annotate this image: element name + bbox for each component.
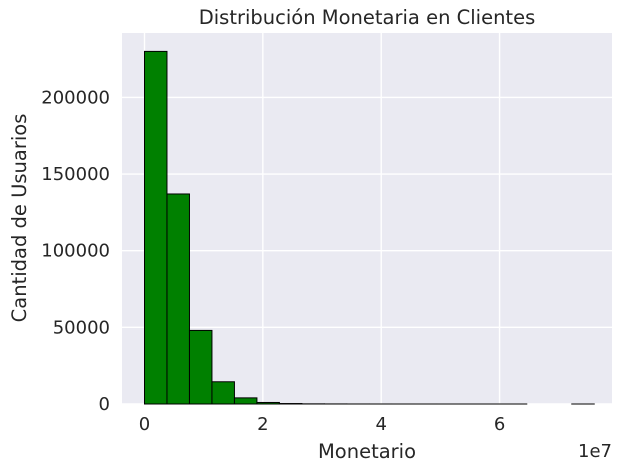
y-tick-label: 100000 (41, 241, 110, 262)
x-offset-label: 1e7 (578, 441, 612, 462)
x-tick-label: 4 (375, 414, 386, 435)
y-axis-label: Cantidad de Usuarios (8, 114, 31, 323)
x-tick-label: 0 (139, 414, 150, 435)
y-tick-label: 200000 (41, 87, 110, 108)
y-tick-label: 50000 (53, 317, 110, 338)
histogram-bar (189, 330, 211, 404)
x-axis-label: Monetario (318, 440, 416, 463)
chart-title: Distribución Monetaria en Clientes (199, 6, 536, 29)
histogram-bar (234, 398, 256, 404)
x-tick-labels: 0 2 4 6 (139, 414, 506, 435)
x-tick-label: 6 (494, 414, 505, 435)
y-tick-labels: 0 50000 100000 150000 200000 (41, 87, 110, 415)
x-tick-label: 2 (257, 414, 268, 435)
histogram-bar (144, 51, 166, 404)
histogram-bar (167, 194, 189, 404)
histogram-bar (257, 402, 279, 404)
histogram-bar (212, 382, 234, 404)
y-tick-label: 150000 (41, 164, 110, 185)
y-tick-label: 0 (99, 394, 110, 415)
